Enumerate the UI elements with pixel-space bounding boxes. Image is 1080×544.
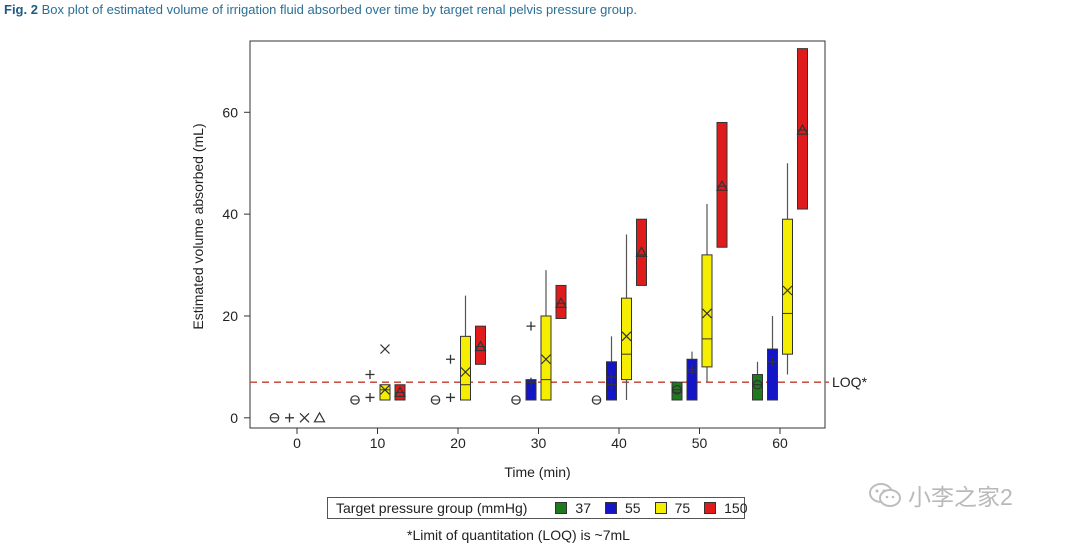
box-75-t20 xyxy=(460,335,471,401)
point-55-t40-5 xyxy=(607,380,616,390)
y-axis-label: Estimated volume absorbed (mL) xyxy=(190,123,206,329)
box-55-t60-mean-marker xyxy=(768,357,777,367)
outlier-55-t10-1 xyxy=(365,370,375,380)
x-tick-label: 30 xyxy=(531,435,547,451)
legend-label-150: 150 xyxy=(724,500,748,516)
box-55-t40-mean-marker xyxy=(607,372,616,382)
watermark-text: 小李之家2 xyxy=(908,484,1013,510)
box-55-t50-mean-marker xyxy=(687,364,697,374)
point-55-t10-0 xyxy=(365,392,375,402)
box-150-t10-mean-marker xyxy=(393,386,407,397)
point-75-t0 xyxy=(299,412,310,423)
loq-label: LOQ* xyxy=(832,374,868,390)
legend-swatch-75 xyxy=(654,502,667,514)
legend-item-75: 75 xyxy=(654,500,691,516)
x-tick-label: 20 xyxy=(450,435,466,451)
x-tick-label: 60 xyxy=(772,435,788,451)
box-150-t50-mean-marker xyxy=(715,179,729,191)
box-75-t30 xyxy=(540,315,552,401)
y-tick-label: 40 xyxy=(222,206,238,222)
figure-caption-text: Box plot of estimated volume of irrigati… xyxy=(41,2,637,17)
box-75-t40 xyxy=(621,297,632,381)
x-tick-label: 50 xyxy=(692,435,708,451)
box-55-t50 xyxy=(686,358,698,401)
box-150-t60 xyxy=(797,48,808,210)
box-37-t60 xyxy=(752,374,763,401)
outlier-55-t30-4 xyxy=(526,321,536,331)
box-150-t40-mean-marker xyxy=(635,246,648,257)
y-tick-label: 0 xyxy=(230,410,238,426)
legend-item-37: 37 xyxy=(555,500,591,516)
box-plot-chart: 0 20 40 60 0 10 20 30 40 50 60 Time (min) Estimated … xyxy=(190,40,868,480)
point-55-t0 xyxy=(285,413,294,423)
legend-label-37: 37 xyxy=(575,500,591,516)
box-75-t10-mean-marker xyxy=(380,384,390,395)
legend-title: Target pressure group (mmHg) xyxy=(336,500,528,516)
plot-frame xyxy=(249,40,826,429)
box-75-t20-mean-marker xyxy=(460,367,471,377)
box-150-t50 xyxy=(716,121,728,248)
legend-swatch-150 xyxy=(704,502,717,514)
box-75-t10 xyxy=(379,384,391,401)
figure-caption: Fig. 2 Box plot of estimated volume of i… xyxy=(4,2,637,17)
point-55-t20-2 xyxy=(446,392,455,402)
wechat-icon xyxy=(869,483,901,507)
x-tick-label: 0 xyxy=(293,435,301,451)
legend-swatch-37 xyxy=(555,502,568,514)
outlier-75-t10-0 xyxy=(380,344,390,354)
chart-legend: Target pressure group (mmHg) 37 55 75 15… xyxy=(327,497,748,519)
box-55-t60 xyxy=(767,348,778,401)
y-tick-label: 20 xyxy=(222,308,238,324)
box-150-t20 xyxy=(475,325,486,365)
box-75-t50 xyxy=(701,254,713,368)
box-75-t30-mean-marker xyxy=(541,354,551,365)
box-37-t50 xyxy=(671,381,683,401)
box-150-t40 xyxy=(636,218,647,286)
outlier-55-t20-3 xyxy=(446,354,455,364)
box-150-t30-mean-marker xyxy=(554,297,568,308)
box-75-t50-mean-marker xyxy=(702,308,712,319)
box-150-t30 xyxy=(555,284,567,320)
legend-label-55: 55 xyxy=(624,500,641,516)
box-75-t60-mean-marker xyxy=(782,285,793,296)
legend-swatch-55 xyxy=(604,502,617,514)
x-tick-label: 40 xyxy=(611,435,627,451)
y-tick-label: 60 xyxy=(222,104,238,120)
legend-item-150: 150 xyxy=(704,500,748,516)
watermark: 小李之家2 xyxy=(868,478,1013,512)
x-axis-label: Time (min) xyxy=(504,464,570,480)
box-150-t60-mean-marker xyxy=(796,123,809,135)
box-75-t60 xyxy=(782,218,793,355)
box-150-t20-mean-marker xyxy=(474,340,487,352)
x-tick-label: 10 xyxy=(370,435,386,451)
legend-item-55: 55 xyxy=(604,500,641,516)
point-150-t0 xyxy=(313,411,326,423)
legend-label-75: 75 xyxy=(674,500,691,516)
box-55-t30-mean-marker xyxy=(526,377,536,387)
figure-label: Fig. 2 xyxy=(4,2,38,17)
box-75-t40-mean-marker xyxy=(621,331,632,342)
loq-footnote: *Limit of quantitation (LOQ) is ~7mL xyxy=(407,527,630,543)
